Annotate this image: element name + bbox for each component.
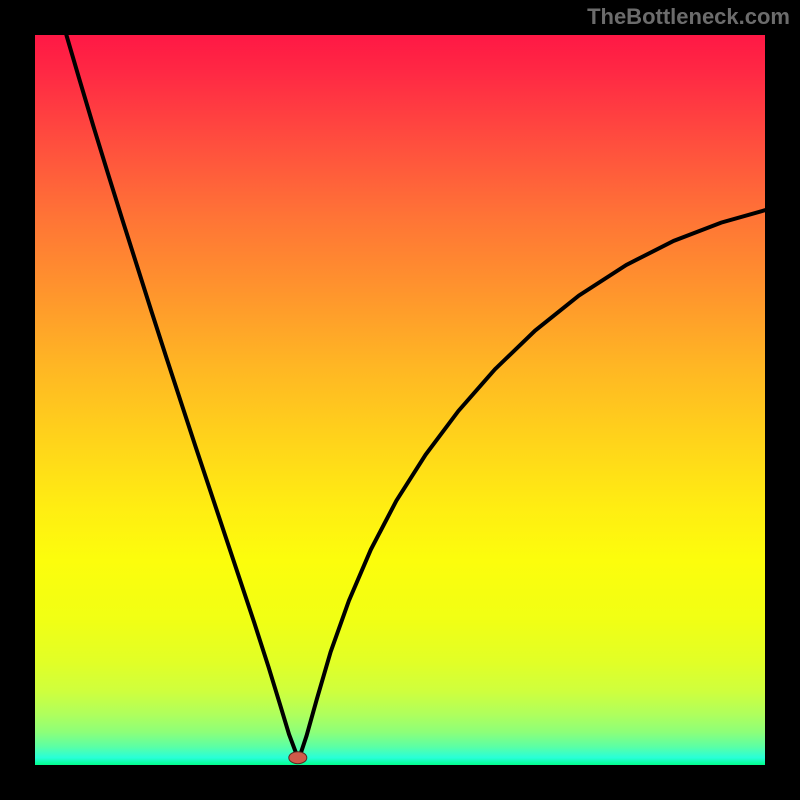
chart-container: TheBottleneck.com: [0, 0, 800, 800]
plot-area: [35, 35, 765, 765]
minimum-marker: [289, 752, 307, 764]
watermark-text: TheBottleneck.com: [587, 4, 790, 30]
gradient-background: [35, 35, 765, 765]
plot-svg: [35, 35, 765, 765]
